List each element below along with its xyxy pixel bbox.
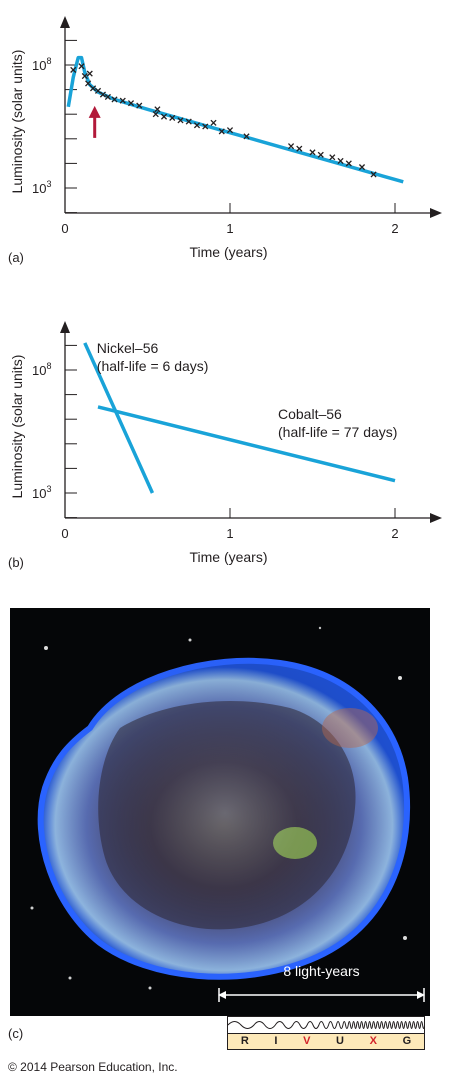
data-point-x: [81, 73, 88, 80]
data-point-x: [243, 133, 250, 140]
x-tick-label: 0: [61, 221, 68, 236]
spectrum-letter-i: I: [274, 1035, 278, 1047]
luminosity-chart-b: 103 108 0 1 2 Time (years) Luminosity (solar u…: [8, 321, 442, 570]
data-point-x: [337, 157, 344, 164]
copyright-notice: © 2014 Pearson Education, Inc.: [8, 1060, 178, 1074]
data-point-x: [70, 66, 77, 73]
data-point-x: [370, 171, 377, 178]
data-point-x: [329, 154, 336, 161]
x-axis-arrow: [430, 513, 442, 523]
x-axis-label: Time (years): [189, 549, 267, 565]
chart-panel-a: 103 108 0 1 2 Time (years) Luminosity (solar u…: [0, 0, 451, 270]
scale-bar-arrow: [218, 988, 425, 1002]
spectrum-letter-r: R: [240, 1035, 249, 1047]
spectrum-wave: [227, 1017, 426, 1034]
data-point-x: [111, 96, 118, 103]
y-tick-exponent: 3: [46, 484, 51, 494]
data-point-x: [85, 80, 92, 87]
series-line: [83, 342, 155, 494]
x-tick-label: 1: [226, 526, 233, 541]
y-axis-arrow: [60, 16, 70, 28]
y-axis-label: Luminosity (solar units): [9, 50, 25, 194]
annotation-arrow-head: [88, 105, 101, 118]
panel-label-c: (c): [8, 1026, 24, 1041]
supernova-remnant-panel: 8 light-years (c) R I V U X G © 2014 Pearson …: [0, 608, 451, 1088]
data-point-x: [136, 102, 143, 109]
spectrum-letter-v: V: [303, 1035, 311, 1047]
remnant-picture: [30, 626, 411, 990]
data-point-x: [119, 97, 126, 104]
series-label: Cobalt–56: [278, 406, 342, 422]
x-tick-label: 0: [61, 526, 68, 541]
data-point-x: [218, 128, 225, 135]
data-point-x: [86, 70, 93, 77]
supernova-remnant-image: 8 light-years: [10, 608, 430, 1016]
data-point-x: [104, 93, 111, 101]
data-point-x: [296, 145, 303, 152]
series-label-detail: (half-life = 77 days): [278, 424, 397, 440]
data-point-x: [99, 91, 107, 98]
data-point-x: [317, 151, 324, 158]
series-line: [66, 55, 404, 184]
data-point-x: [89, 85, 97, 92]
x-tick-label: 2: [391, 526, 398, 541]
data-point-x: [78, 63, 85, 70]
data-point-x: [193, 122, 201, 129]
background-stars: [30, 626, 407, 990]
y-axis-arrow: [60, 321, 70, 333]
data-point-x: [169, 114, 176, 121]
data-point-x: [226, 127, 234, 134]
y-tick-exponent: 8: [46, 361, 51, 371]
y-tick-exponent: 3: [46, 179, 51, 189]
data-point-x: [152, 111, 159, 118]
data-point-x: [345, 160, 352, 167]
data-point-x: [309, 149, 316, 156]
data-point-x: [287, 143, 295, 150]
data-point-x: [94, 87, 102, 94]
data-point-x: [160, 113, 168, 120]
scale-bar: 8 light-years: [218, 963, 425, 1003]
y-tick-label: 108: [32, 56, 51, 73]
data-point-x: [210, 119, 217, 126]
data-point-x: [127, 100, 135, 107]
y-tick-label: 103: [32, 179, 51, 196]
wave-line: [227, 1021, 426, 1029]
scale-label: 8 light-years: [283, 963, 360, 979]
data-point-x: [177, 117, 184, 124]
series-label-detail: (half-life = 6 days): [97, 358, 209, 374]
spectrum-letter-g: G: [402, 1035, 412, 1047]
luminosity-chart-a: 103 108 0 1 2 Time (years) Luminosity (solar u…: [8, 16, 442, 265]
panel-label: (b): [8, 555, 24, 570]
chart-panel-b: 103 108 0 1 2 Time (years) Luminosity (solar u…: [0, 305, 451, 575]
x-axis-label: Time (years): [189, 244, 267, 260]
panel-label: (a): [8, 250, 24, 265]
x-tick-label: 2: [391, 221, 398, 236]
data-point-x: [154, 106, 161, 113]
data-point-x: [358, 164, 366, 171]
y-tick-label: 103: [32, 484, 51, 501]
series-label: Nickel–56: [97, 340, 159, 356]
data-point-x: [202, 123, 209, 130]
x-tick-label: 1: [226, 221, 233, 236]
spectrum-letter-u: U: [336, 1035, 344, 1047]
series-line: [97, 405, 396, 483]
y-tick-label: 108: [32, 361, 51, 378]
data-point-x: [185, 118, 192, 125]
y-tick-exponent: 8: [46, 56, 51, 66]
y-axis-label: Luminosity (solar units): [9, 355, 25, 499]
x-axis-arrow: [430, 208, 442, 218]
spectrum-letter-x: X: [369, 1035, 377, 1047]
